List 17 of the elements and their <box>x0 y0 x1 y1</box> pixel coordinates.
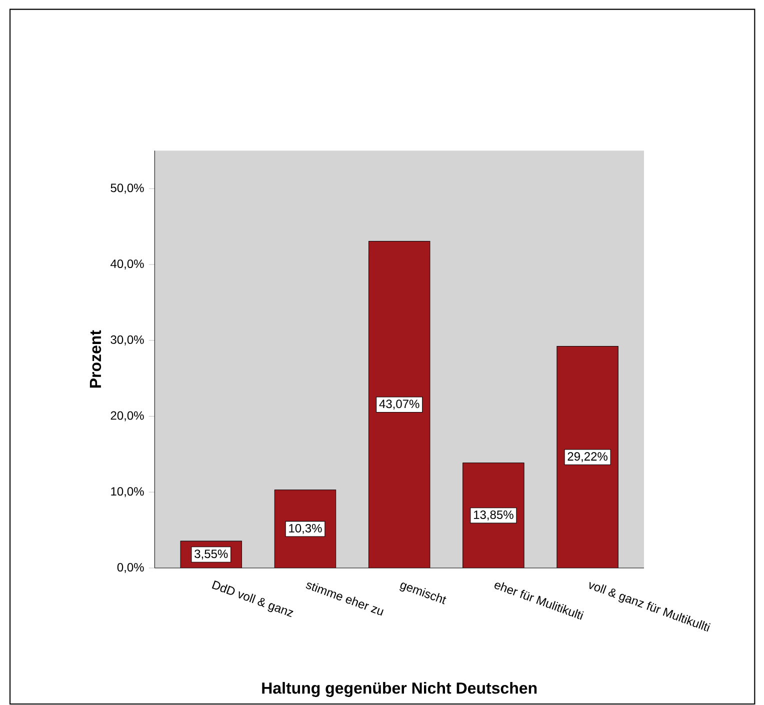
x-axis-title: Haltung gegenüber Nicht Deutschen <box>262 682 537 698</box>
data-label: 29,22% <box>568 452 608 462</box>
data-label: 43,07% <box>379 400 420 410</box>
y-tick-label: 20,0% <box>110 412 144 422</box>
y-tick-label: 10,0% <box>111 487 144 498</box>
data-label: 13,85% <box>474 510 514 521</box>
y-tick-label: 40,0% <box>110 260 144 270</box>
data-label: 3,55% <box>194 550 228 560</box>
x-tick-label: DdD voll & ganz <box>212 580 294 618</box>
bar <box>556 346 618 568</box>
x-tick-label: stimme eher zu <box>306 582 384 616</box>
y-tick-label: 0,0% <box>117 563 144 574</box>
data-label: 10,3% <box>289 524 322 534</box>
y-tick-label: 50,0% <box>110 184 144 194</box>
bar <box>368 241 430 568</box>
y-axis-title: Prozent <box>90 330 102 388</box>
y-tick-label: 30,0% <box>110 336 144 346</box>
